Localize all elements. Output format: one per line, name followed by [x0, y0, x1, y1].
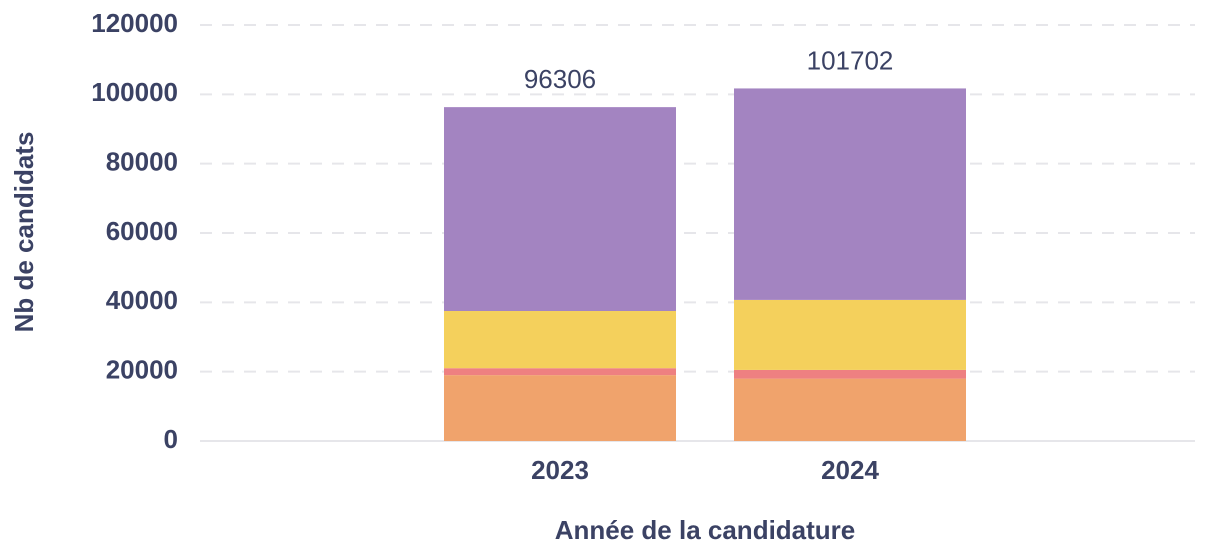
bar-segment: [734, 88, 966, 300]
x-tick-label: 2024: [821, 455, 879, 485]
bar-segment: [734, 299, 966, 370]
y-tick-label: 120000: [91, 8, 178, 38]
bar-segment: [734, 369, 966, 379]
total-label: 96306: [524, 64, 596, 94]
x-tick-label: 2023: [531, 455, 589, 485]
y-tick-label: 0: [164, 424, 178, 454]
y-tick-label: 80000: [106, 147, 178, 177]
y-tick-label: 60000: [106, 216, 178, 246]
bar-segment: [734, 378, 966, 441]
bar-segment: [444, 368, 676, 376]
x-axis-title: Année de la candidature: [555, 515, 856, 545]
bar-segment: [444, 107, 676, 312]
bar-segment: [444, 375, 676, 441]
y-tick-label: 40000: [106, 285, 178, 315]
y-tick-label: 20000: [106, 355, 178, 385]
total-label: 101702: [807, 45, 894, 75]
y-axis-title: Nb de candidats: [9, 132, 39, 333]
bar-segment: [444, 311, 676, 369]
y-tick-label: 100000: [91, 77, 178, 107]
